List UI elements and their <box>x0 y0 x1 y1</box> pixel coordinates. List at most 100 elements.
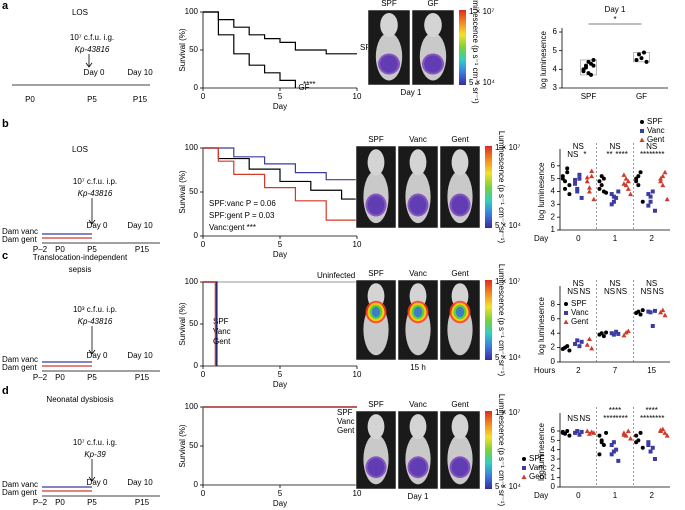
dot <box>611 332 616 337</box>
y-axis-title: Survival (%) <box>178 424 187 467</box>
y-tick-label: 1 <box>551 473 556 482</box>
luminescence <box>424 55 442 73</box>
luminescence <box>367 458 385 477</box>
dot <box>599 331 604 336</box>
legend-marker <box>564 302 568 306</box>
image-label: GF <box>427 0 438 8</box>
schematic-title: LOS <box>72 8 88 17</box>
significance: * <box>583 150 586 159</box>
x-axis-title: Day <box>534 491 548 500</box>
dot <box>664 433 670 438</box>
scale-min: 5 × 10⁴ <box>495 353 521 362</box>
scale-max: 1 × 10⁷ <box>469 7 494 16</box>
x-tick-label: SPF <box>581 92 597 101</box>
x-tick-label: 1 <box>613 491 618 500</box>
y-tick-label: 6 <box>551 314 556 323</box>
dot <box>591 430 597 435</box>
dot <box>637 52 641 57</box>
mouse-head <box>451 149 469 176</box>
y-tick-label: 4 <box>551 187 556 196</box>
dot <box>565 344 570 349</box>
image-caption: 15 h <box>410 363 426 372</box>
significance: NS <box>646 142 657 151</box>
dot <box>573 181 578 186</box>
y-tick-label: 2 <box>551 343 556 352</box>
x-tick-label: 10 <box>353 92 362 101</box>
dot <box>601 443 606 447</box>
luminescence <box>409 458 427 477</box>
dot <box>597 186 602 191</box>
panel-label: a <box>2 0 9 12</box>
scale-title: Luminescence (p s⁻¹ cm⁻² sr⁻¹) <box>497 264 506 377</box>
x-tick-label: 5 <box>278 92 283 101</box>
legend-label: SPF <box>647 117 663 126</box>
dot <box>560 430 565 435</box>
significance: **** <box>609 406 621 415</box>
y-tick-label: 3 <box>551 454 556 463</box>
dot <box>652 457 657 461</box>
x-tick-label: GF <box>636 92 647 101</box>
dot <box>625 178 631 184</box>
dot-title: Day 1 <box>605 5 626 14</box>
x-tick-label: 0 <box>201 370 206 379</box>
x-tick-label: 2 <box>649 491 654 500</box>
y-tick-label: 0 <box>194 361 199 370</box>
dot <box>573 430 578 435</box>
x-tick-label: 0 <box>576 234 581 243</box>
y-tick-label: 50 <box>189 187 198 196</box>
dot <box>565 170 570 175</box>
series-label: Gent <box>213 337 231 346</box>
y-tick-label: 0 <box>194 231 199 240</box>
legend-marker <box>639 137 645 142</box>
y-tick-label: 5 <box>553 46 558 55</box>
luminescence <box>455 306 465 318</box>
image-caption: Day 1 <box>401 88 422 97</box>
legend-marker <box>640 129 644 133</box>
image-label: SPF <box>368 135 384 144</box>
dot <box>642 50 646 55</box>
axes <box>561 28 668 89</box>
survival-line <box>203 281 216 366</box>
dot <box>567 433 572 438</box>
dot <box>660 307 666 313</box>
colorbar <box>485 280 492 360</box>
dot <box>577 172 582 177</box>
day10: Day 10 <box>127 68 153 77</box>
panel-label: d <box>2 385 9 397</box>
dot <box>648 310 653 315</box>
y-tick-label: 3 <box>551 199 556 208</box>
significance: NS <box>579 287 590 296</box>
significance: NS <box>616 287 627 296</box>
dot <box>616 458 621 463</box>
timeline-tick: P0 <box>55 373 65 382</box>
dam-label: Dam vanc <box>2 355 38 364</box>
scale-min: 5 × 10⁴ <box>495 482 521 491</box>
mouse-head <box>380 13 398 37</box>
timeline-tick: P0 <box>55 498 65 507</box>
series-label: GF <box>298 83 309 92</box>
dot <box>640 199 645 204</box>
dot <box>646 309 651 314</box>
mouse-head <box>451 414 469 440</box>
survival-line <box>203 147 357 200</box>
dot <box>658 178 664 184</box>
dot <box>621 432 627 437</box>
luminescence <box>380 55 398 73</box>
dot <box>614 195 619 200</box>
dot <box>623 182 629 188</box>
x-tick-label: 2 <box>649 234 654 243</box>
y-tick-label: 0 <box>551 357 556 366</box>
dot <box>573 177 578 182</box>
timeline-tick: P5 <box>87 373 97 382</box>
dot <box>636 183 641 188</box>
axes <box>202 407 357 486</box>
dot <box>577 176 582 181</box>
dot <box>604 330 609 335</box>
dot <box>584 428 590 433</box>
timeline-tick: P–2 <box>33 498 48 507</box>
panel-label: b <box>2 118 9 130</box>
dot <box>623 329 629 335</box>
strain: Kp-39 <box>84 450 106 459</box>
dot <box>640 308 645 313</box>
image-label: SPF <box>381 0 397 8</box>
